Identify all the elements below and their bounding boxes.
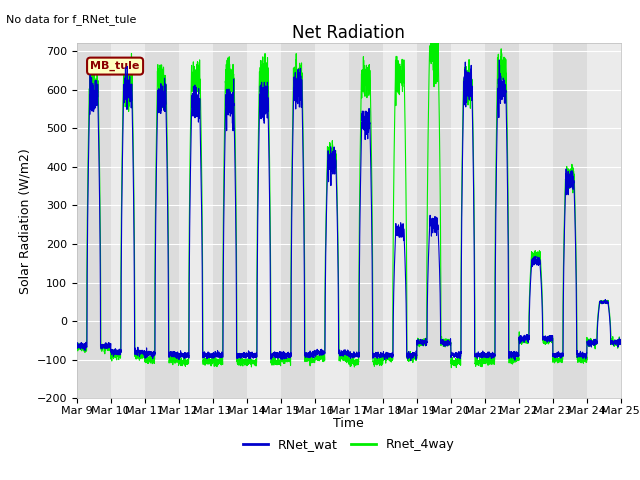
Bar xyxy=(587,43,621,398)
Bar xyxy=(315,43,349,398)
Bar xyxy=(247,43,281,398)
Bar xyxy=(281,43,315,398)
Rnet_4way xyxy=(435,25,442,31)
Bar xyxy=(383,43,417,398)
Bar xyxy=(145,43,179,398)
RNet_wat xyxy=(539,337,547,343)
Rnet_4way xyxy=(447,365,455,371)
Bar xyxy=(451,43,485,398)
Line: RNet_wat: RNet_wat xyxy=(77,60,621,360)
Bar xyxy=(179,43,212,398)
Text: MB_tule: MB_tule xyxy=(90,61,140,71)
Rnet_4way xyxy=(186,194,193,200)
RNet_wat xyxy=(495,57,503,63)
RNet_wat xyxy=(369,350,377,356)
Bar xyxy=(519,43,553,398)
Rnet_4way xyxy=(499,59,506,65)
RNet_wat xyxy=(73,343,81,349)
Bar xyxy=(349,43,383,398)
X-axis label: Time: Time xyxy=(333,418,364,431)
Rnet_4way xyxy=(525,322,532,328)
RNet_wat xyxy=(499,90,506,96)
Text: No data for f_RNet_tule: No data for f_RNet_tule xyxy=(6,14,137,25)
Bar xyxy=(77,43,111,398)
RNet_wat xyxy=(186,237,193,242)
RNet_wat xyxy=(617,339,625,345)
Y-axis label: Solar Radiation (W/m2): Solar Radiation (W/m2) xyxy=(18,148,31,294)
Rnet_4way xyxy=(539,322,547,328)
RNet_wat xyxy=(407,358,415,363)
Bar xyxy=(485,43,519,398)
Rnet_4way xyxy=(369,307,377,313)
Bar xyxy=(553,43,587,398)
Bar xyxy=(111,43,145,398)
Bar xyxy=(212,43,247,398)
Bar xyxy=(417,43,451,398)
Rnet_4way xyxy=(398,73,406,79)
Title: Net Radiation: Net Radiation xyxy=(292,24,405,42)
Rnet_4way xyxy=(617,338,625,344)
RNet_wat xyxy=(525,333,532,338)
Legend: RNet_wat, Rnet_4way: RNet_wat, Rnet_4way xyxy=(238,433,460,456)
RNet_wat xyxy=(398,222,406,228)
Rnet_4way xyxy=(73,347,81,352)
Line: Rnet_4way: Rnet_4way xyxy=(77,28,621,368)
